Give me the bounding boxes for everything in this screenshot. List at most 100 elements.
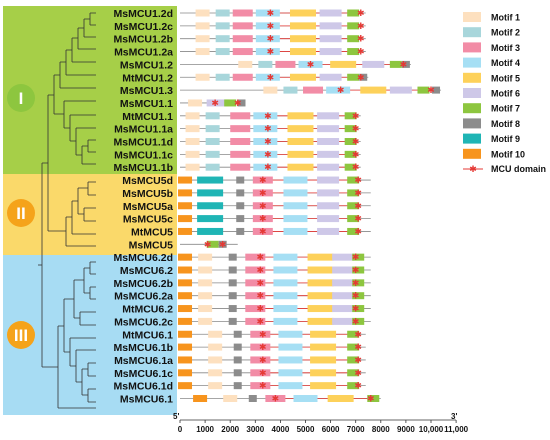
motif-box bbox=[178, 215, 193, 223]
motif-box bbox=[317, 176, 340, 184]
gene-track: ✱ ✱ bbox=[180, 150, 361, 160]
mcu-domain-star-icon: ✱ bbox=[357, 35, 365, 45]
motif-box bbox=[178, 227, 193, 235]
motif-box bbox=[208, 356, 223, 364]
motif-box bbox=[287, 138, 314, 145]
gene-label: MsMCU5d bbox=[122, 175, 173, 187]
mcu-domain-star-icon: ✱ bbox=[337, 86, 345, 96]
mcu-domain-star-icon: ✱ bbox=[259, 215, 267, 225]
motif-box bbox=[230, 138, 251, 145]
legend-swatch bbox=[463, 57, 481, 68]
mcu-domain-star-icon: ✱ bbox=[257, 279, 265, 289]
motif-box bbox=[208, 382, 223, 390]
motif-box bbox=[245, 317, 266, 325]
axis-tick-label: 4000 bbox=[272, 425, 290, 434]
motif-box bbox=[198, 253, 213, 261]
motif-box bbox=[253, 112, 278, 120]
axis-tick-label: 9000 bbox=[397, 425, 415, 434]
motif-box bbox=[188, 99, 203, 107]
motif-box bbox=[178, 305, 193, 313]
motif-box bbox=[265, 395, 286, 402]
mcu-domain-star-icon: ✱ bbox=[354, 382, 362, 392]
mcu-domain-star-icon: ✱ bbox=[259, 356, 267, 366]
mcu-domain-star-icon: ✱ bbox=[354, 176, 362, 186]
motif-box bbox=[252, 227, 273, 235]
motif-box bbox=[319, 9, 342, 17]
gene-label: MtMCU6.1 bbox=[122, 329, 173, 341]
motif-box bbox=[230, 150, 251, 158]
motif-box bbox=[319, 48, 342, 56]
legend-label: Motif 5 bbox=[491, 73, 520, 83]
legend-label: Motif 9 bbox=[491, 134, 520, 144]
legend-label: Motif 2 bbox=[491, 28, 520, 38]
motif-box bbox=[401, 60, 410, 68]
motif-box bbox=[293, 395, 318, 402]
motif-box bbox=[178, 343, 193, 351]
motif-box bbox=[432, 86, 441, 94]
gene-track: ✱ ✱ bbox=[180, 125, 361, 135]
mcu-domain-star-icon: ✱ bbox=[352, 138, 360, 148]
mcu-domain-star-icon: ✱ bbox=[234, 99, 242, 109]
motif-box bbox=[319, 73, 342, 81]
mcu-domain-star-icon: ✱ bbox=[354, 343, 362, 353]
gene-track: ✱ ✱ bbox=[180, 112, 361, 122]
motif-box bbox=[228, 266, 237, 274]
legend-label: Motif 3 bbox=[491, 43, 520, 53]
motif-legend: Motif 1 Motif 2 Motif 3 Motif 4 Motif 5 Motif… bbox=[463, 12, 546, 175]
mcu-domain-star-icon: ✱ bbox=[211, 99, 219, 109]
motif-box bbox=[198, 279, 213, 287]
motif-box bbox=[178, 330, 193, 338]
gene-label: MsMCU1.2b bbox=[113, 34, 173, 46]
mcu-domain-star-icon: ✱ bbox=[352, 112, 360, 122]
mcu-domain-star-icon: ✱ bbox=[264, 125, 272, 135]
motif-box bbox=[185, 163, 200, 171]
mcu-domain-star-icon: ✱ bbox=[259, 330, 267, 340]
legend-label: Motif 6 bbox=[491, 89, 520, 99]
motif-box bbox=[283, 176, 308, 184]
motif-box bbox=[317, 125, 340, 133]
motif-box bbox=[233, 330, 242, 338]
motif-box bbox=[195, 9, 210, 17]
gene-label: MsMCU6.2c bbox=[114, 316, 173, 328]
motif-box bbox=[352, 317, 365, 325]
motif-box bbox=[332, 266, 355, 274]
mcu-domain-star-icon: ✱ bbox=[352, 292, 360, 302]
motif-box bbox=[332, 292, 355, 300]
gene-label: MsMCU6.1d bbox=[113, 381, 173, 393]
motif-box bbox=[278, 382, 303, 390]
motif-box bbox=[289, 9, 316, 17]
motif-box bbox=[273, 305, 298, 313]
motif-box bbox=[278, 343, 303, 351]
gene-label: MtMCU5 bbox=[131, 226, 173, 238]
mcu-domain-star-icon: ✱ bbox=[257, 305, 265, 315]
gene-track: ✱ ✱ bbox=[180, 9, 366, 19]
motif-box bbox=[208, 343, 223, 351]
mcu-domain-star-icon: ✱ bbox=[259, 343, 267, 353]
length-axis: 5' 3' 0 1000 2000 3000 4000 5000 6000 7000 8000 9… bbox=[173, 412, 469, 434]
motif-box bbox=[352, 292, 365, 300]
mcu-domain-star-icon: ✱ bbox=[307, 60, 315, 70]
motif-box bbox=[347, 330, 360, 338]
mcu-domain-star-icon: ✱ bbox=[264, 138, 272, 148]
motif-box bbox=[178, 382, 193, 390]
motif-box bbox=[310, 343, 337, 351]
motif-box bbox=[389, 86, 412, 94]
motif-box bbox=[195, 22, 210, 30]
gene-label: MsMCU6.2 bbox=[120, 265, 173, 277]
motif-box bbox=[195, 48, 210, 56]
motif-box bbox=[233, 343, 242, 351]
gene-track: ✱ ✱ bbox=[178, 305, 371, 315]
three-prime-label: 3' bbox=[451, 412, 457, 421]
motif-box bbox=[206, 240, 219, 248]
motif-box bbox=[238, 60, 253, 68]
motif-box bbox=[319, 35, 342, 43]
mcu-domain-star-icon: ✱ bbox=[354, 227, 362, 237]
motif-box bbox=[218, 240, 227, 248]
motif-box bbox=[206, 99, 229, 107]
motif-box bbox=[205, 112, 220, 120]
gene-label: MsMCU1.2c bbox=[114, 21, 173, 33]
axis-tick-label: 5000 bbox=[297, 425, 315, 434]
motif-box bbox=[233, 382, 242, 390]
motif-box bbox=[253, 125, 278, 133]
motif-box bbox=[245, 253, 266, 261]
